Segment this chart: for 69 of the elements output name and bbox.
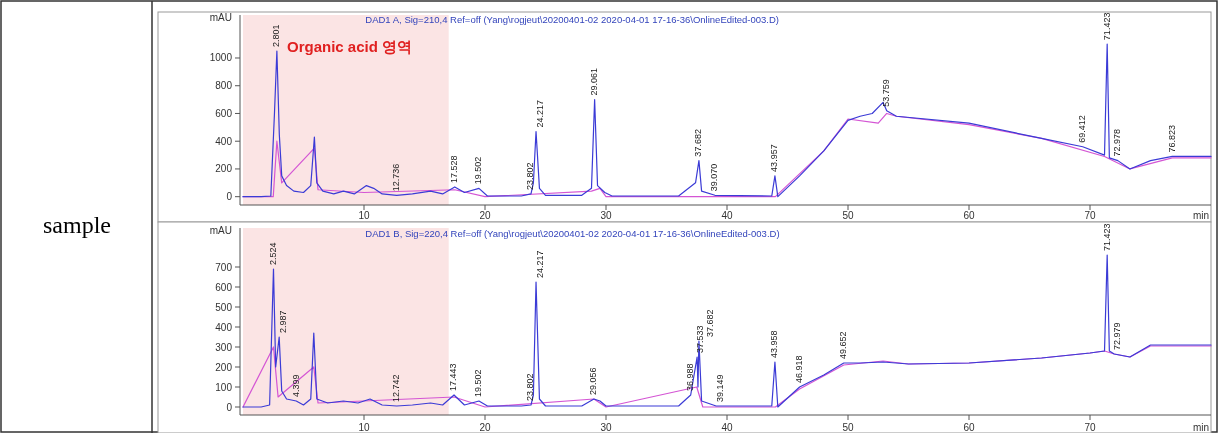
- annotation: 72.979: [1111, 322, 1122, 350]
- annotation: 72.978: [1112, 129, 1123, 157]
- x-axis-title: min: [1192, 210, 1209, 221]
- x-tick-label: 40: [721, 422, 733, 433]
- annotation: 23.802: [525, 373, 536, 401]
- x-tick-label: 30: [600, 210, 612, 221]
- x-tick-label: 50: [842, 210, 854, 221]
- annotation: 4.399: [290, 374, 301, 397]
- y-tick-label: 300: [215, 341, 233, 353]
- x-tick-label: 20: [479, 210, 491, 221]
- y-tick-label: 200: [215, 163, 233, 175]
- annotation: 71.423: [1101, 223, 1112, 251]
- x-tick-label: 70: [1084, 422, 1096, 433]
- annotation: 2.987: [277, 310, 288, 333]
- x-tick-label: 10: [358, 210, 370, 221]
- annotation: 37.682: [693, 129, 704, 157]
- annotation: 29.061: [589, 68, 599, 96]
- x-tick-label: 70: [1084, 210, 1096, 221]
- annotation: 24.217: [535, 250, 546, 278]
- x-tick-label: 60: [963, 210, 975, 221]
- annotation: 19.502: [473, 369, 484, 397]
- y-tick-label: 400: [215, 321, 233, 333]
- chart-title: DAD1 B, Sig=220,4 Ref=off (Yang\rogjeut\20200401-02 2020-04-01 17-16-36\OnlineEdited-003.D): [365, 228, 780, 240]
- annotation: 69.412: [1077, 115, 1088, 143]
- annotation: 39.070: [709, 163, 720, 192]
- annotation: 2.524: [267, 242, 278, 265]
- annotation: 43.958: [769, 330, 780, 358]
- annotation: 23.802: [525, 162, 536, 190]
- x-tick-label: 30: [600, 422, 612, 433]
- annotation: 17.528: [449, 155, 460, 183]
- x-axis-title: min: [1192, 422, 1209, 433]
- y-tick-label: 200: [215, 361, 233, 373]
- y-tick-label: 800: [215, 80, 233, 92]
- y-axis-title: mAU: [209, 12, 232, 23]
- x-tick-label: 50: [842, 422, 854, 433]
- x-tick-label: 60: [963, 422, 975, 433]
- annotation: 17.443: [448, 363, 459, 391]
- annotation: 12.742: [391, 374, 402, 402]
- annotation: 2.801: [271, 24, 282, 48]
- x-tick-label: 20: [479, 422, 491, 433]
- y-tick-label: 1000: [209, 52, 233, 64]
- annotation: 71.423: [1101, 12, 1112, 41]
- annotation: 43.957: [769, 144, 780, 172]
- annotation: 37.533: [695, 325, 706, 353]
- annotation: 76.823: [1166, 124, 1177, 153]
- annotation: 29.056: [588, 367, 599, 395]
- y-tick-label: 0: [226, 401, 233, 413]
- y-tick-label: 100: [215, 381, 233, 393]
- annotation: 53.759: [881, 79, 892, 107]
- annotation: 36.988: [685, 363, 696, 391]
- annotation: 46.918: [793, 355, 804, 383]
- x-tick-label: 10: [358, 422, 370, 433]
- annotation: 24.217: [535, 99, 546, 128]
- y-tick-label: 700: [215, 261, 233, 273]
- y-tick-label: 400: [215, 135, 233, 147]
- y-tick-label: 500: [215, 301, 233, 313]
- y-tick-label: 600: [215, 107, 233, 119]
- annotation: 19.502: [473, 156, 484, 185]
- band-label: Organic acid 영역: [287, 38, 413, 55]
- annotation: 39.149: [715, 374, 726, 402]
- annotation: 12.736: [391, 163, 402, 192]
- annotation: 37.682: [705, 309, 716, 337]
- annotation: 49.652: [838, 331, 849, 359]
- text: sample: [43, 212, 111, 238]
- y-tick-label: 0: [226, 191, 233, 203]
- x-tick-label: 40: [721, 210, 733, 221]
- chart-title: DAD1 A, Sig=210,4 Ref=off (Yang\rogjeut\20200401-02 2020-04-01 17-16-36\OnlineEdited-003.D): [365, 14, 780, 26]
- y-axis-title: mAU: [209, 225, 232, 236]
- y-tick-label: 600: [215, 281, 233, 293]
